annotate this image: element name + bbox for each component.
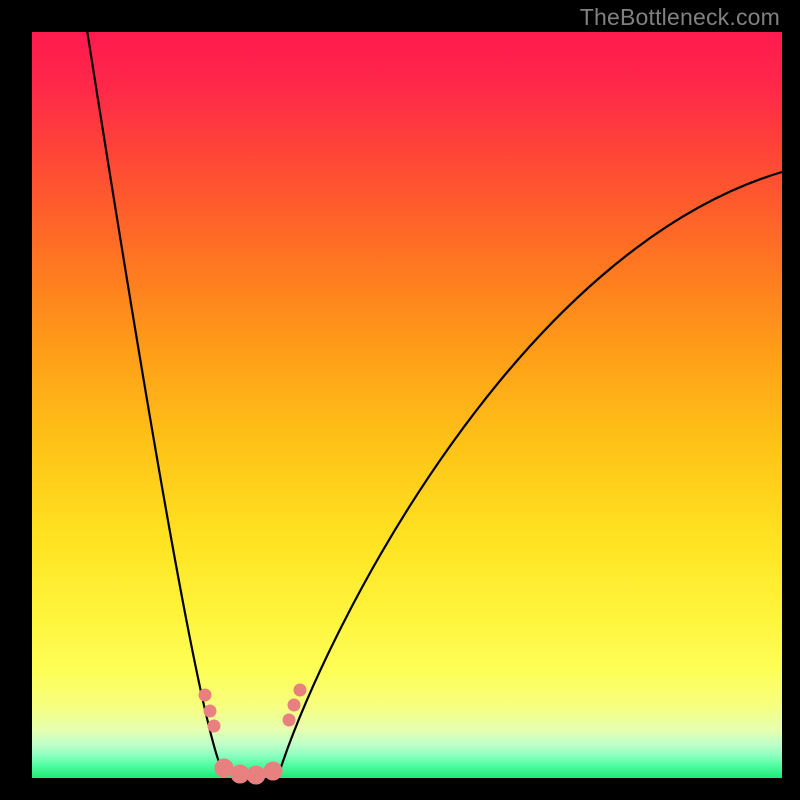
bottleneck-chart	[0, 0, 800, 800]
data-marker	[264, 762, 282, 780]
data-marker	[294, 684, 306, 696]
data-marker	[208, 720, 220, 732]
data-marker	[247, 766, 265, 784]
data-marker	[199, 689, 211, 701]
data-marker	[283, 714, 295, 726]
data-marker	[204, 705, 216, 717]
data-marker	[231, 765, 249, 783]
data-marker	[288, 699, 300, 711]
data-marker	[215, 759, 233, 777]
watermark-text: TheBottleneck.com	[580, 4, 780, 31]
gradient-background	[32, 32, 782, 778]
